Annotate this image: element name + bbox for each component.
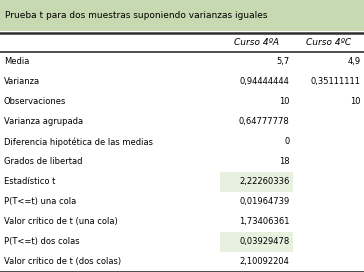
- Text: Grados de libertad: Grados de libertad: [4, 157, 82, 166]
- Text: Valor crítico de t (una cola): Valor crítico de t (una cola): [4, 218, 117, 227]
- Text: Media: Media: [4, 57, 29, 66]
- Text: 2,10092204: 2,10092204: [240, 258, 289, 267]
- Text: Varianza: Varianza: [4, 78, 40, 86]
- Text: Observaciones: Observaciones: [4, 97, 66, 106]
- Text: 4,9: 4,9: [347, 57, 360, 66]
- Text: 0,94444444: 0,94444444: [240, 78, 289, 86]
- Text: P(T<=t) dos colas: P(T<=t) dos colas: [4, 237, 79, 246]
- Text: 18: 18: [279, 157, 289, 166]
- Text: 1,73406361: 1,73406361: [239, 218, 289, 227]
- Text: 0,03929478: 0,03929478: [239, 237, 289, 246]
- FancyBboxPatch shape: [0, 0, 364, 31]
- Text: 10: 10: [350, 97, 360, 106]
- Text: 0,64777778: 0,64777778: [239, 118, 289, 126]
- Text: 0,01964739: 0,01964739: [239, 197, 289, 206]
- Text: Curso 4ºC: Curso 4ºC: [306, 38, 351, 47]
- Text: Valor crítico de t (dos colas): Valor crítico de t (dos colas): [4, 258, 121, 267]
- Text: P(T<=t) una cola: P(T<=t) una cola: [4, 197, 76, 206]
- Text: 5,7: 5,7: [276, 57, 289, 66]
- Text: Estadístico t: Estadístico t: [4, 178, 55, 187]
- Text: 10: 10: [279, 97, 289, 106]
- Text: Varianza agrupada: Varianza agrupada: [4, 118, 83, 126]
- FancyBboxPatch shape: [220, 172, 293, 192]
- Text: Diferencia hipotética de las medias: Diferencia hipotética de las medias: [4, 137, 153, 147]
- Text: 0,35111111: 0,35111111: [310, 78, 360, 86]
- Text: 2,22260336: 2,22260336: [239, 178, 289, 187]
- FancyBboxPatch shape: [220, 232, 293, 252]
- Text: 0: 0: [284, 137, 289, 146]
- Text: Prueba t para dos muestras suponiendo varianzas iguales: Prueba t para dos muestras suponiendo va…: [5, 11, 268, 20]
- Text: Curso 4ºA: Curso 4ºA: [234, 38, 279, 47]
